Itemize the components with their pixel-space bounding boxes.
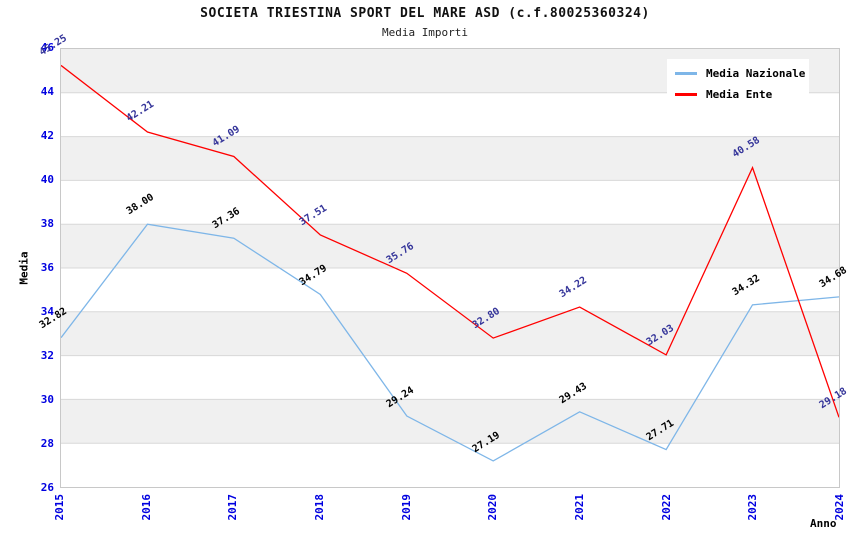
legend: Media Nazionale Media Ente	[667, 59, 809, 109]
x-tick-label: 2020	[486, 494, 500, 521]
plot-band	[61, 180, 839, 225]
x-tick-label: 2021	[573, 494, 586, 521]
y-tick-label: 26	[40, 481, 54, 494]
plot-canvas	[61, 49, 839, 487]
x-tick-label: 2016	[139, 494, 153, 521]
x-tick-label: 2022	[659, 494, 673, 521]
chart-title: SOCIETA TRIESTINA SPORT DEL MARE ASD (c.…	[200, 6, 650, 21]
x-tick-label: 2019	[399, 494, 413, 521]
x-tick-label: 2017	[226, 494, 240, 521]
y-tick-label: 38	[40, 217, 54, 230]
y-tick-label: 28	[40, 437, 54, 450]
chart-subtitle: Media Importi	[381, 26, 469, 39]
legend-swatch-media-nazionale	[675, 72, 697, 75]
plot-band	[61, 136, 839, 181]
x-tick-label: 2023	[746, 494, 760, 521]
plot-band	[61, 268, 839, 312]
x-tick-label: 2018	[313, 494, 326, 521]
x-tick-label: 2024	[833, 494, 846, 521]
plot-band	[61, 311, 839, 356]
legend-label: Media Ente	[706, 88, 773, 101]
plot-band	[61, 443, 839, 487]
y-tick-label: 36	[40, 261, 54, 274]
series-line-media-nazionale	[61, 223, 839, 462]
y-tick-label: 46	[40, 41, 54, 54]
y-tick-label: 32	[40, 349, 54, 362]
y-tick-label: 44	[40, 85, 54, 98]
legend-swatch-media-ente	[675, 93, 697, 96]
y-tick-label: 42	[40, 129, 54, 142]
y-tick-label: 40	[40, 173, 54, 186]
x-tick-label: 2015	[53, 494, 66, 521]
x-axis-title: Anno	[810, 517, 837, 530]
series-line-media-ente	[61, 64, 839, 418]
plot-band	[61, 399, 839, 444]
plot-band	[61, 224, 839, 268]
plot-area: Media Nazionale Media Ente	[60, 48, 840, 488]
legend-item-media-ente: Media Ente	[675, 84, 809, 105]
legend-label: Media Nazionale	[706, 67, 806, 80]
y-tick-label: 30	[40, 393, 54, 406]
plot-band	[61, 355, 839, 400]
legend-item-media-nazionale: Media Nazionale	[675, 63, 809, 84]
y-tick-label: 34	[40, 305, 54, 318]
